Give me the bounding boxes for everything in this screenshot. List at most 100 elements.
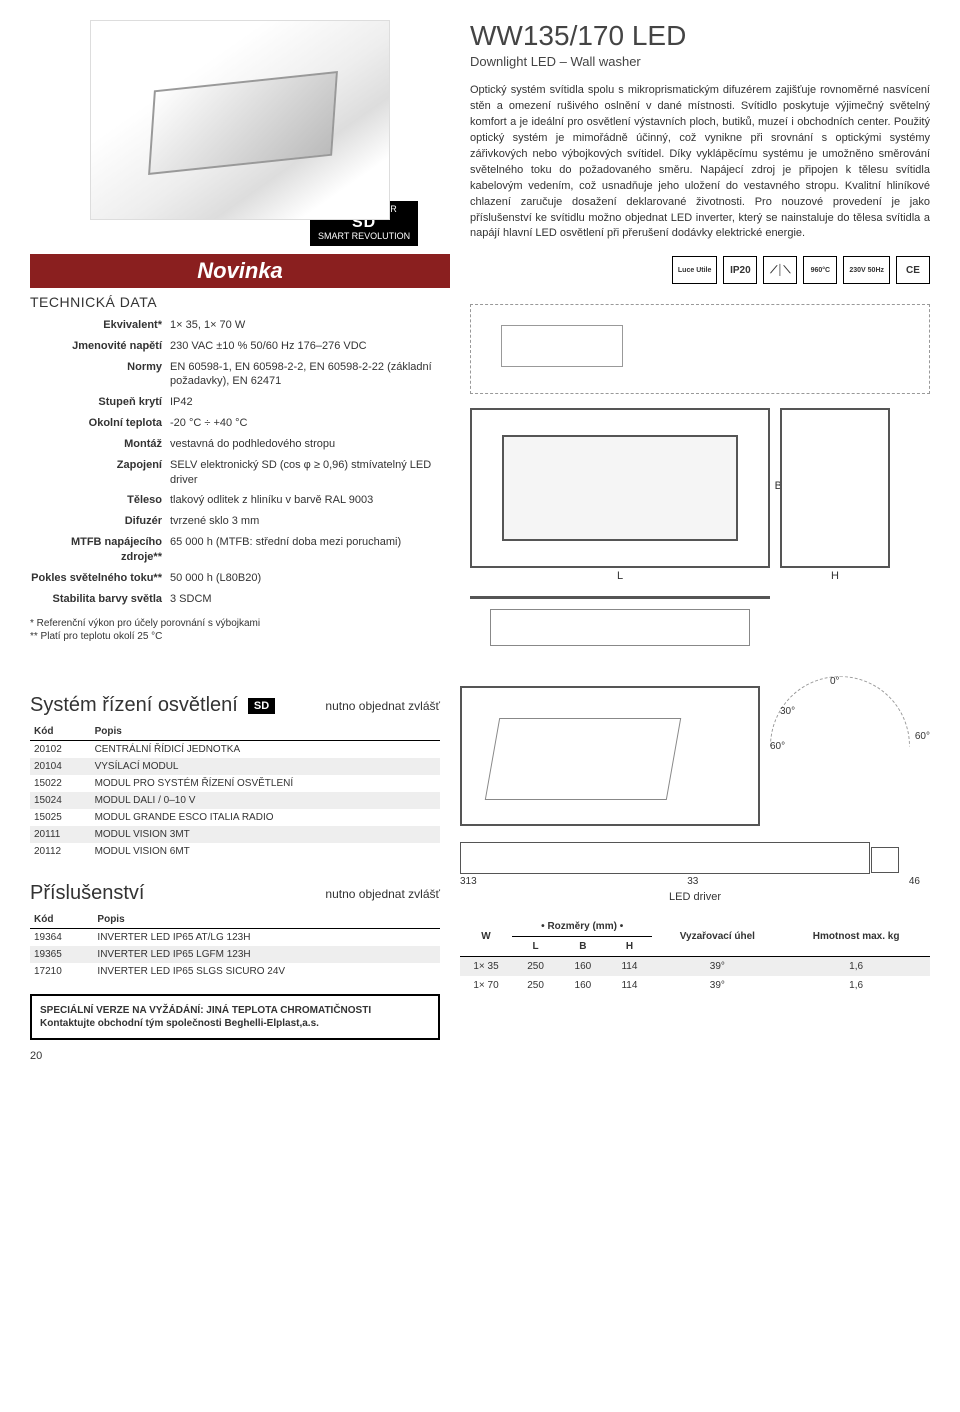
side-view [780,408,890,568]
desc-cell: VYSÍLACÍ MODUL [91,758,440,775]
driver-len: 313 [460,876,477,887]
dt-h-b: B [559,937,606,957]
table-row: 20102CENTRÁLNÍ ŘÍDICÍ JEDNOTKA [30,741,440,759]
code-cell: 20104 [30,758,91,775]
table-row: 20104VYSÍLACÍ MODUL [30,758,440,775]
angle-30: 30° [780,706,795,717]
spec-row: Stupeň krytíIP42 [30,395,450,410]
spec-label: Stupeň krytí [30,395,170,410]
spec-value: -20 °C ÷ +40 °C [170,416,450,431]
cert-ce: CE [896,256,930,284]
driver-label: LED driver [460,891,930,903]
spec-label: Zapojení [30,458,170,488]
accessories-heading: Příslušenství nutno objednat zvlášť [30,882,440,905]
cert-row: Luce Utile IP20 ⟋│⟍ 960°C 230V 50Hz CE [470,256,930,284]
spec-label: Pokles světelného toku** [30,571,170,586]
spec-label: Montáž [30,437,170,452]
angle-60: 60° [770,741,785,752]
cert-960c: 960°C [803,256,837,284]
spec-row: Stabilita barvy světla3 SDCM [30,592,450,607]
table-row: 19364INVERTER LED IP65 AT/LG 123H [30,929,440,947]
sys-h-code: Kód [30,723,91,741]
sys-h-desc: Popis [91,723,440,741]
spec-row: Difuzértvrzené sklo 3 mm [30,514,450,529]
spec-label: Těleso [30,493,170,508]
spec-row: Montážvestavná do podhledového stropu [30,437,450,452]
spec-label: MTFB napájecího zdroje** [30,535,170,565]
spec-value: 65 000 h (MTFB: střední doba mezi poruch… [170,535,450,565]
system-heading: Systém řízení osvětlení SD nutno objedna… [30,694,440,717]
cell: 1× 35 [460,957,512,977]
ceiling-cutout-diagram [470,304,930,394]
cell: 39° [652,976,782,995]
desc-cell: MODUL PRO SYSTÉM ŘÍZENÍ OSVĚTLENÍ [91,775,440,792]
spec-row: Ekvivalent*1× 35, 1× 70 W [30,318,450,333]
desc-cell: INVERTER LED IP65 SLGS SICURO 24V [93,963,440,980]
cell: 160 [559,976,606,995]
special-line1: SPECIÁLNÍ VERZE NA VYŽÁDÁNÍ: JINÁ TEPLOT… [40,1004,430,1017]
cell: 1,6 [782,957,930,977]
angle-60b: 60° [915,731,930,742]
system-order-note: nutno objednat zvlášť [325,699,440,713]
dim-l-label: L [470,570,770,582]
spec-row: Jmenovité napětí230 VAC ±10 % 50/60 Hz 1… [30,339,450,354]
dt-h-dims: • Rozměry (mm) • [512,917,652,937]
code-cell: 19365 [30,946,93,963]
spec-value: 230 VAC ±10 % 50/60 Hz 176–276 VDC [170,339,450,354]
tilt-arc [770,676,910,816]
table-row: 1× 3525016011439°1,6 [460,957,930,977]
code-cell: 20111 [30,826,91,843]
spec-value: 50 000 h (L80B20) [170,571,450,586]
acc-order-note: nutno objednat zvlášť [325,887,440,901]
dimensions-table: W • Rozměry (mm) • Vyzařovací úhel Hmotn… [460,917,930,995]
tilt-angle-diagram: 0° 30° 60° 60° [770,676,930,816]
product-title: WW135/170 LED [470,20,930,52]
dt-h-wt: Hmotnost max. kg [782,917,930,957]
footnote-2: ** Platí pro teplotu okolí 25 °C [30,630,450,643]
dt-h-ang: Vyzařovací úhel [652,917,782,957]
driver-w: 33 [687,876,698,887]
spec-row: NormyEN 60598-1, EN 60598-2-2, EN 60598-… [30,360,450,390]
cert-beam-icon: ⟋│⟍ [763,256,797,284]
spec-row: Tělesotlakový odlitek z hliníku v barvě … [30,493,450,508]
table-row: 15024MODUL DALI / 0–10 V [30,792,440,809]
front-side-diagrams: B L H [470,408,930,582]
desc-cell: MODUL DALI / 0–10 V [91,792,440,809]
sd-bot: SMART REVOLUTION [318,232,410,242]
cert-ip20: IP20 [723,256,757,284]
spec-row: Okolní teplota-20 °C ÷ +40 °C [30,416,450,431]
spec-row: MTFB napájecího zdroje**65 000 h (MTFB: … [30,535,450,565]
spec-value: EN 60598-1, EN 60598-2-2, EN 60598-2-22 … [170,360,450,390]
driver-h: 46 [909,876,920,887]
spec-value: 1× 35, 1× 70 W [170,318,450,333]
desc-cell: INVERTER LED IP65 AT/LG 123H [93,929,440,947]
cell: 39° [652,957,782,977]
desc-cell: MODUL VISION 6MT [91,843,440,860]
table-row: 20111MODUL VISION 3MT [30,826,440,843]
special-line2: Kontaktujte obchodní tým společnosti Beg… [40,1017,430,1030]
desc-cell: MODUL VISION 3MT [91,826,440,843]
front-view: B [470,408,770,568]
special-version-box: SPECIÁLNÍ VERZE NA VYŽÁDÁNÍ: JINÁ TEPLOT… [30,994,440,1040]
table-row: 15022MODUL PRO SYSTÉM ŘÍZENÍ OSVĚTLENÍ [30,775,440,792]
dt-h-l: L [512,937,559,957]
acc-title-text: Příslušenství [30,882,144,905]
angle-0: 0° [830,676,840,687]
driver-diagram: 313 33 46 LED driver [460,842,930,903]
product-subtitle: Downlight LED – Wall washer [470,54,930,69]
system-table: Kód Popis 20102CENTRÁLNÍ ŘÍDICÍ JEDNOTKA… [30,723,440,860]
spec-label: Okolní teplota [30,416,170,431]
footnote-1: * Referenční výkon pro účely porovnání s… [30,617,450,630]
code-cell: 15025 [30,809,91,826]
tilt-view [460,686,760,826]
table-row: 17210INVERTER LED IP65 SLGS SICURO 24V [30,963,440,980]
cell: 1,6 [782,976,930,995]
desc-cell: INVERTER LED IP65 LGFM 123H [93,946,440,963]
spec-list: Ekvivalent*1× 35, 1× 70 W Jmenovité napět… [30,318,450,607]
dim-h-label: H [780,570,890,582]
desc-cell: MODUL GRANDE ESCO ITALIA RADIO [91,809,440,826]
code-cell: 19364 [30,929,93,947]
spec-label: Stabilita barvy světla [30,592,170,607]
cell: 114 [607,957,653,977]
spec-label: Normy [30,360,170,390]
